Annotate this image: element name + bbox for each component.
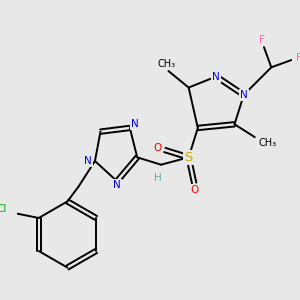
Text: N: N (84, 156, 92, 166)
Text: CH₃: CH₃ (258, 138, 277, 148)
Text: S: S (184, 151, 193, 164)
Text: N: N (131, 119, 139, 129)
Text: F: F (259, 35, 265, 45)
Text: O: O (153, 143, 161, 153)
Text: Cl: Cl (0, 204, 7, 214)
Text: F: F (296, 53, 300, 63)
Text: N: N (240, 90, 247, 100)
Text: N: N (113, 180, 121, 190)
Text: CH₃: CH₃ (158, 59, 176, 69)
Text: N: N (212, 71, 220, 82)
Text: H: H (154, 172, 161, 183)
Text: O: O (190, 185, 198, 195)
